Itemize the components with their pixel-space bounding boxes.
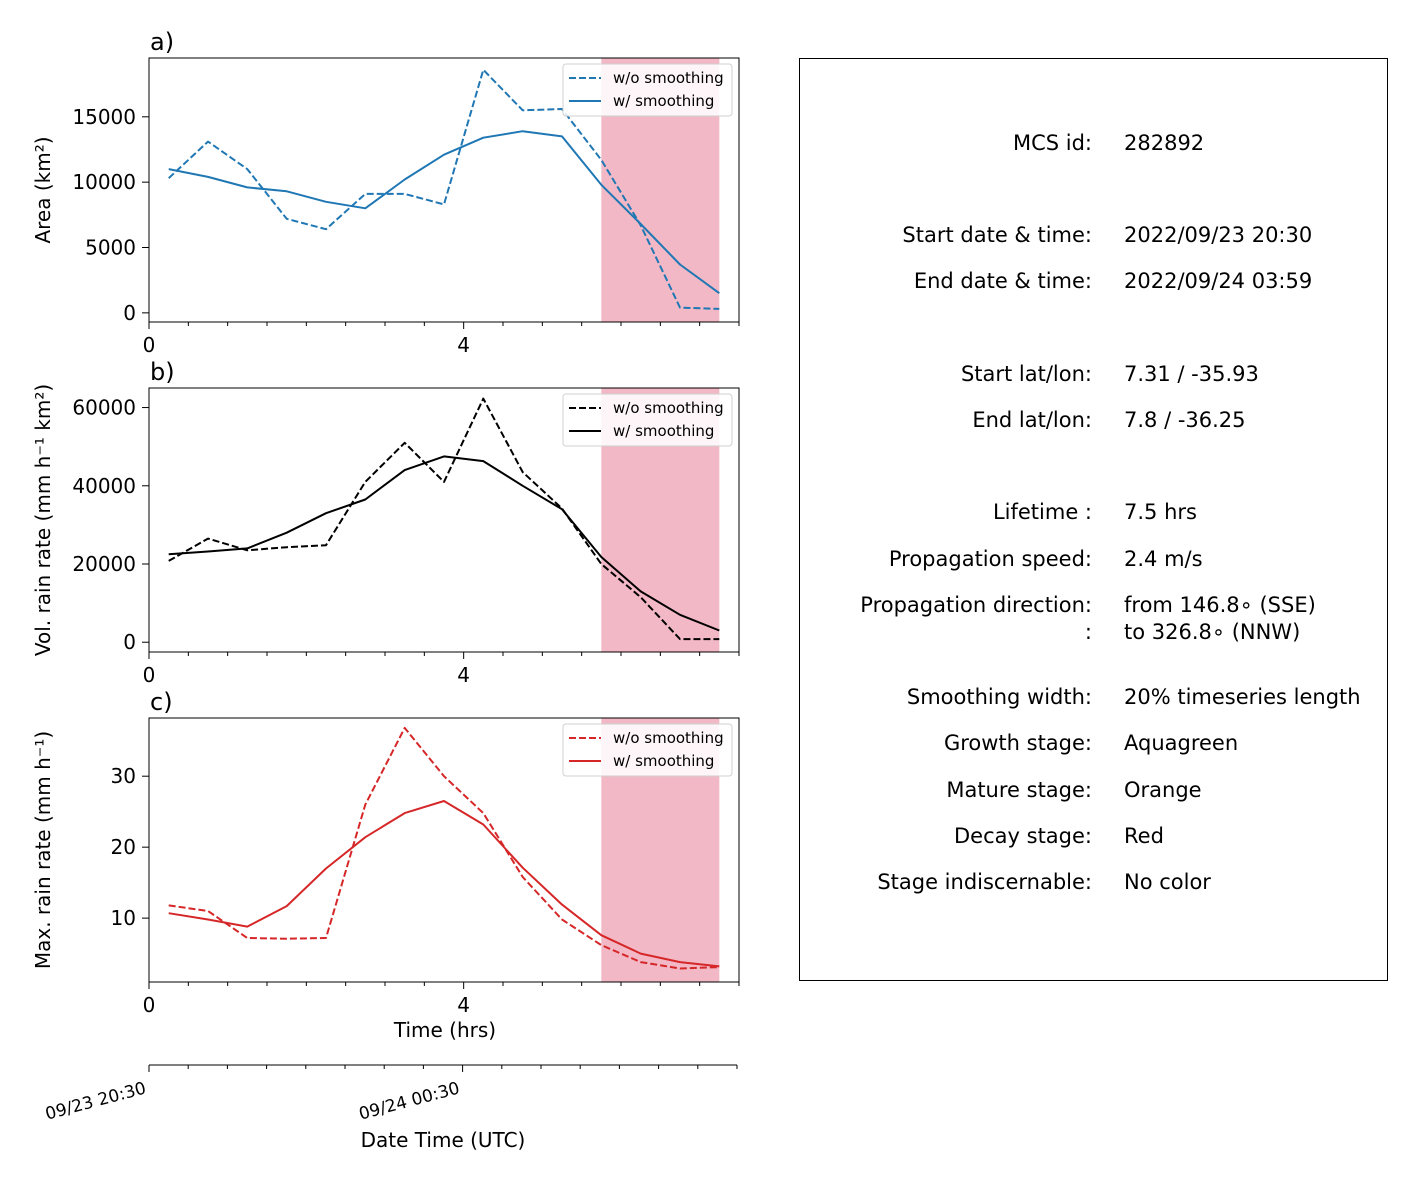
info-row-lifetime: Lifetime : 7.5 hrs: [800, 500, 1387, 526]
info-label: Lifetime :: [992, 500, 1092, 524]
y-tick-label: 60000: [72, 396, 136, 420]
info-label: :: [1084, 620, 1092, 644]
info-label: Mature stage:: [946, 778, 1092, 802]
info-value: Aquagreen: [1124, 731, 1239, 755]
info-label: Propagation direction:: [860, 593, 1092, 617]
mcs-info-panel: MCS id: 282892 Start date & time: 2022/0…: [799, 58, 1388, 981]
y-axis-label: Area (km²): [31, 136, 55, 243]
info-value: to 326.8∘ (NNW): [1124, 620, 1301, 644]
info-label: Stage indiscernable:: [877, 870, 1092, 894]
x-tick-label: 4: [457, 663, 470, 687]
series-line-unsmoothed: [168, 726, 720, 970]
legend-box: [562, 393, 733, 447]
y-tick-label: 20000: [72, 552, 136, 576]
date-axis: 09/23 20:30 09/24 00:30 Date Time (UTC): [43, 1064, 738, 1152]
panel-volrain: 0 4 0 20000 40000 60000 b) Vol. rain rate (mm h…: [31, 358, 740, 687]
series-line-smoothed: [168, 800, 720, 968]
info-row-mcs-id: MCS id: 282892: [800, 131, 1387, 157]
y-axis-label: Vol. rain rate (mm h⁻¹ km²): [31, 384, 55, 656]
series-line-smoothed: [168, 455, 720, 632]
info-label: MCS id:: [1012, 131, 1092, 155]
info-value: 2022/09/24 03:59: [1124, 269, 1313, 293]
info-value: 2022/09/23 20:30: [1124, 223, 1313, 247]
info-value: Orange: [1124, 778, 1202, 802]
info-row-propagation-direction-to: : to 326.8∘ (NNW): [800, 620, 1387, 646]
y-tick-label: 5000: [85, 236, 136, 260]
info-row-decay-stage: Decay stage: Red: [800, 824, 1387, 850]
info-label: End date & time:: [913, 269, 1092, 293]
x-tick-label: 4: [457, 993, 470, 1017]
y-tick-label: 10: [111, 906, 136, 930]
legend-label: w/ smoothing: [613, 92, 714, 110]
info-value: from 146.8∘ (SSE): [1124, 593, 1316, 617]
info-row-end-latlon: End lat/lon: 7.8 / -36.25: [800, 408, 1387, 434]
info-label: Decay stage:: [954, 824, 1092, 848]
info-row-start-latlon: Start lat/lon: 7.31 / -35.93: [800, 362, 1387, 388]
legend: w/o smoothing w/ smoothing: [562, 393, 733, 447]
y-tick-label: 0: [123, 301, 136, 325]
info-label: Propagation speed:: [888, 547, 1092, 571]
panel-label: b): [150, 358, 175, 386]
info-row-start-time: Start date & time: 2022/09/23 20:30: [800, 223, 1387, 249]
y-tick-label: 10000: [72, 170, 136, 194]
legend-label: w/o smoothing: [613, 399, 724, 417]
info-row-propagation-speed: Propagation speed: 2.4 m/s: [800, 547, 1387, 573]
panel-label: a): [150, 28, 174, 56]
info-label: Smoothing width:: [906, 685, 1092, 709]
y-tick-label: 15000: [72, 105, 136, 129]
x-tick-label: 0: [143, 333, 156, 357]
y-tick-label: 30: [111, 764, 136, 788]
y-tick-label: 20: [111, 835, 136, 859]
legend-label: w/o smoothing: [613, 69, 724, 87]
info-row-growth-stage: Growth stage: Aquagreen: [800, 731, 1387, 757]
x-tick-label: 0: [143, 663, 156, 687]
plot-frame: [148, 387, 740, 653]
info-value: 20% timeseries length: [1124, 685, 1361, 709]
legend: w/o smoothing w/ smoothing: [562, 723, 733, 777]
info-row-smoothing-width: Smoothing width: 20% timeseries length: [800, 685, 1387, 711]
series-line-unsmoothed: [168, 68, 720, 310]
info-value: 282892: [1124, 131, 1205, 155]
series-line-smoothed: [168, 130, 720, 295]
info-value: No color: [1124, 870, 1211, 894]
info-row-propagation-direction: Propagation direction: from 146.8∘ (SSE): [800, 593, 1387, 619]
info-value: 7.8 / -36.25: [1124, 408, 1246, 432]
series-line-unsmoothed: [168, 397, 720, 641]
x-tick-label: 4: [457, 333, 470, 357]
y-tick-label: 40000: [72, 474, 136, 498]
info-label: End lat/lon:: [972, 408, 1092, 432]
legend: w/o smoothing w/ smoothing: [562, 63, 733, 117]
info-label: Growth stage:: [943, 731, 1092, 755]
panel-label: c): [150, 688, 173, 716]
info-row-mature-stage: Mature stage: Orange: [800, 778, 1387, 804]
panel-maxrain: 0 4 10 20 30 c) Max. rain rate (mm h⁻¹) Time (h…: [31, 688, 740, 1042]
panel-area: 0 4 0 5000 10000 15000 a) Area (km²) w/o smoothi…: [31, 28, 740, 357]
info-label: Start lat/lon:: [960, 362, 1092, 386]
info-value: Red: [1124, 824, 1164, 848]
legend-label: w/ smoothing: [613, 422, 714, 440]
legend-box: [562, 723, 733, 777]
y-axis-label: Max. rain rate (mm h⁻¹): [31, 731, 55, 969]
date-tick-label: 09/23 20:30: [43, 1079, 148, 1125]
info-row-end-time: End date & time: 2022/09/24 03:59: [800, 269, 1387, 295]
x-axis-label: Time (hrs): [393, 1018, 496, 1042]
y-tick-label: 0: [123, 630, 136, 654]
plot-frame: [148, 57, 740, 323]
legend-label: w/ smoothing: [613, 752, 714, 770]
legend-box: [562, 63, 733, 117]
info-value: 2.4 m/s: [1124, 547, 1203, 571]
info-value: 7.31 / -35.93: [1124, 362, 1259, 386]
plot-frame: [148, 717, 740, 983]
info-value: 7.5 hrs: [1124, 500, 1197, 524]
date-tick-label: 09/24 00:30: [357, 1079, 462, 1125]
info-label: Start date & time:: [902, 223, 1092, 247]
legend-label: w/o smoothing: [613, 729, 724, 747]
info-row-stage-indiscernable: Stage indiscernable: No color: [800, 870, 1387, 896]
date-axis-label: Date Time (UTC): [361, 1128, 526, 1152]
x-tick-label: 0: [143, 993, 156, 1017]
